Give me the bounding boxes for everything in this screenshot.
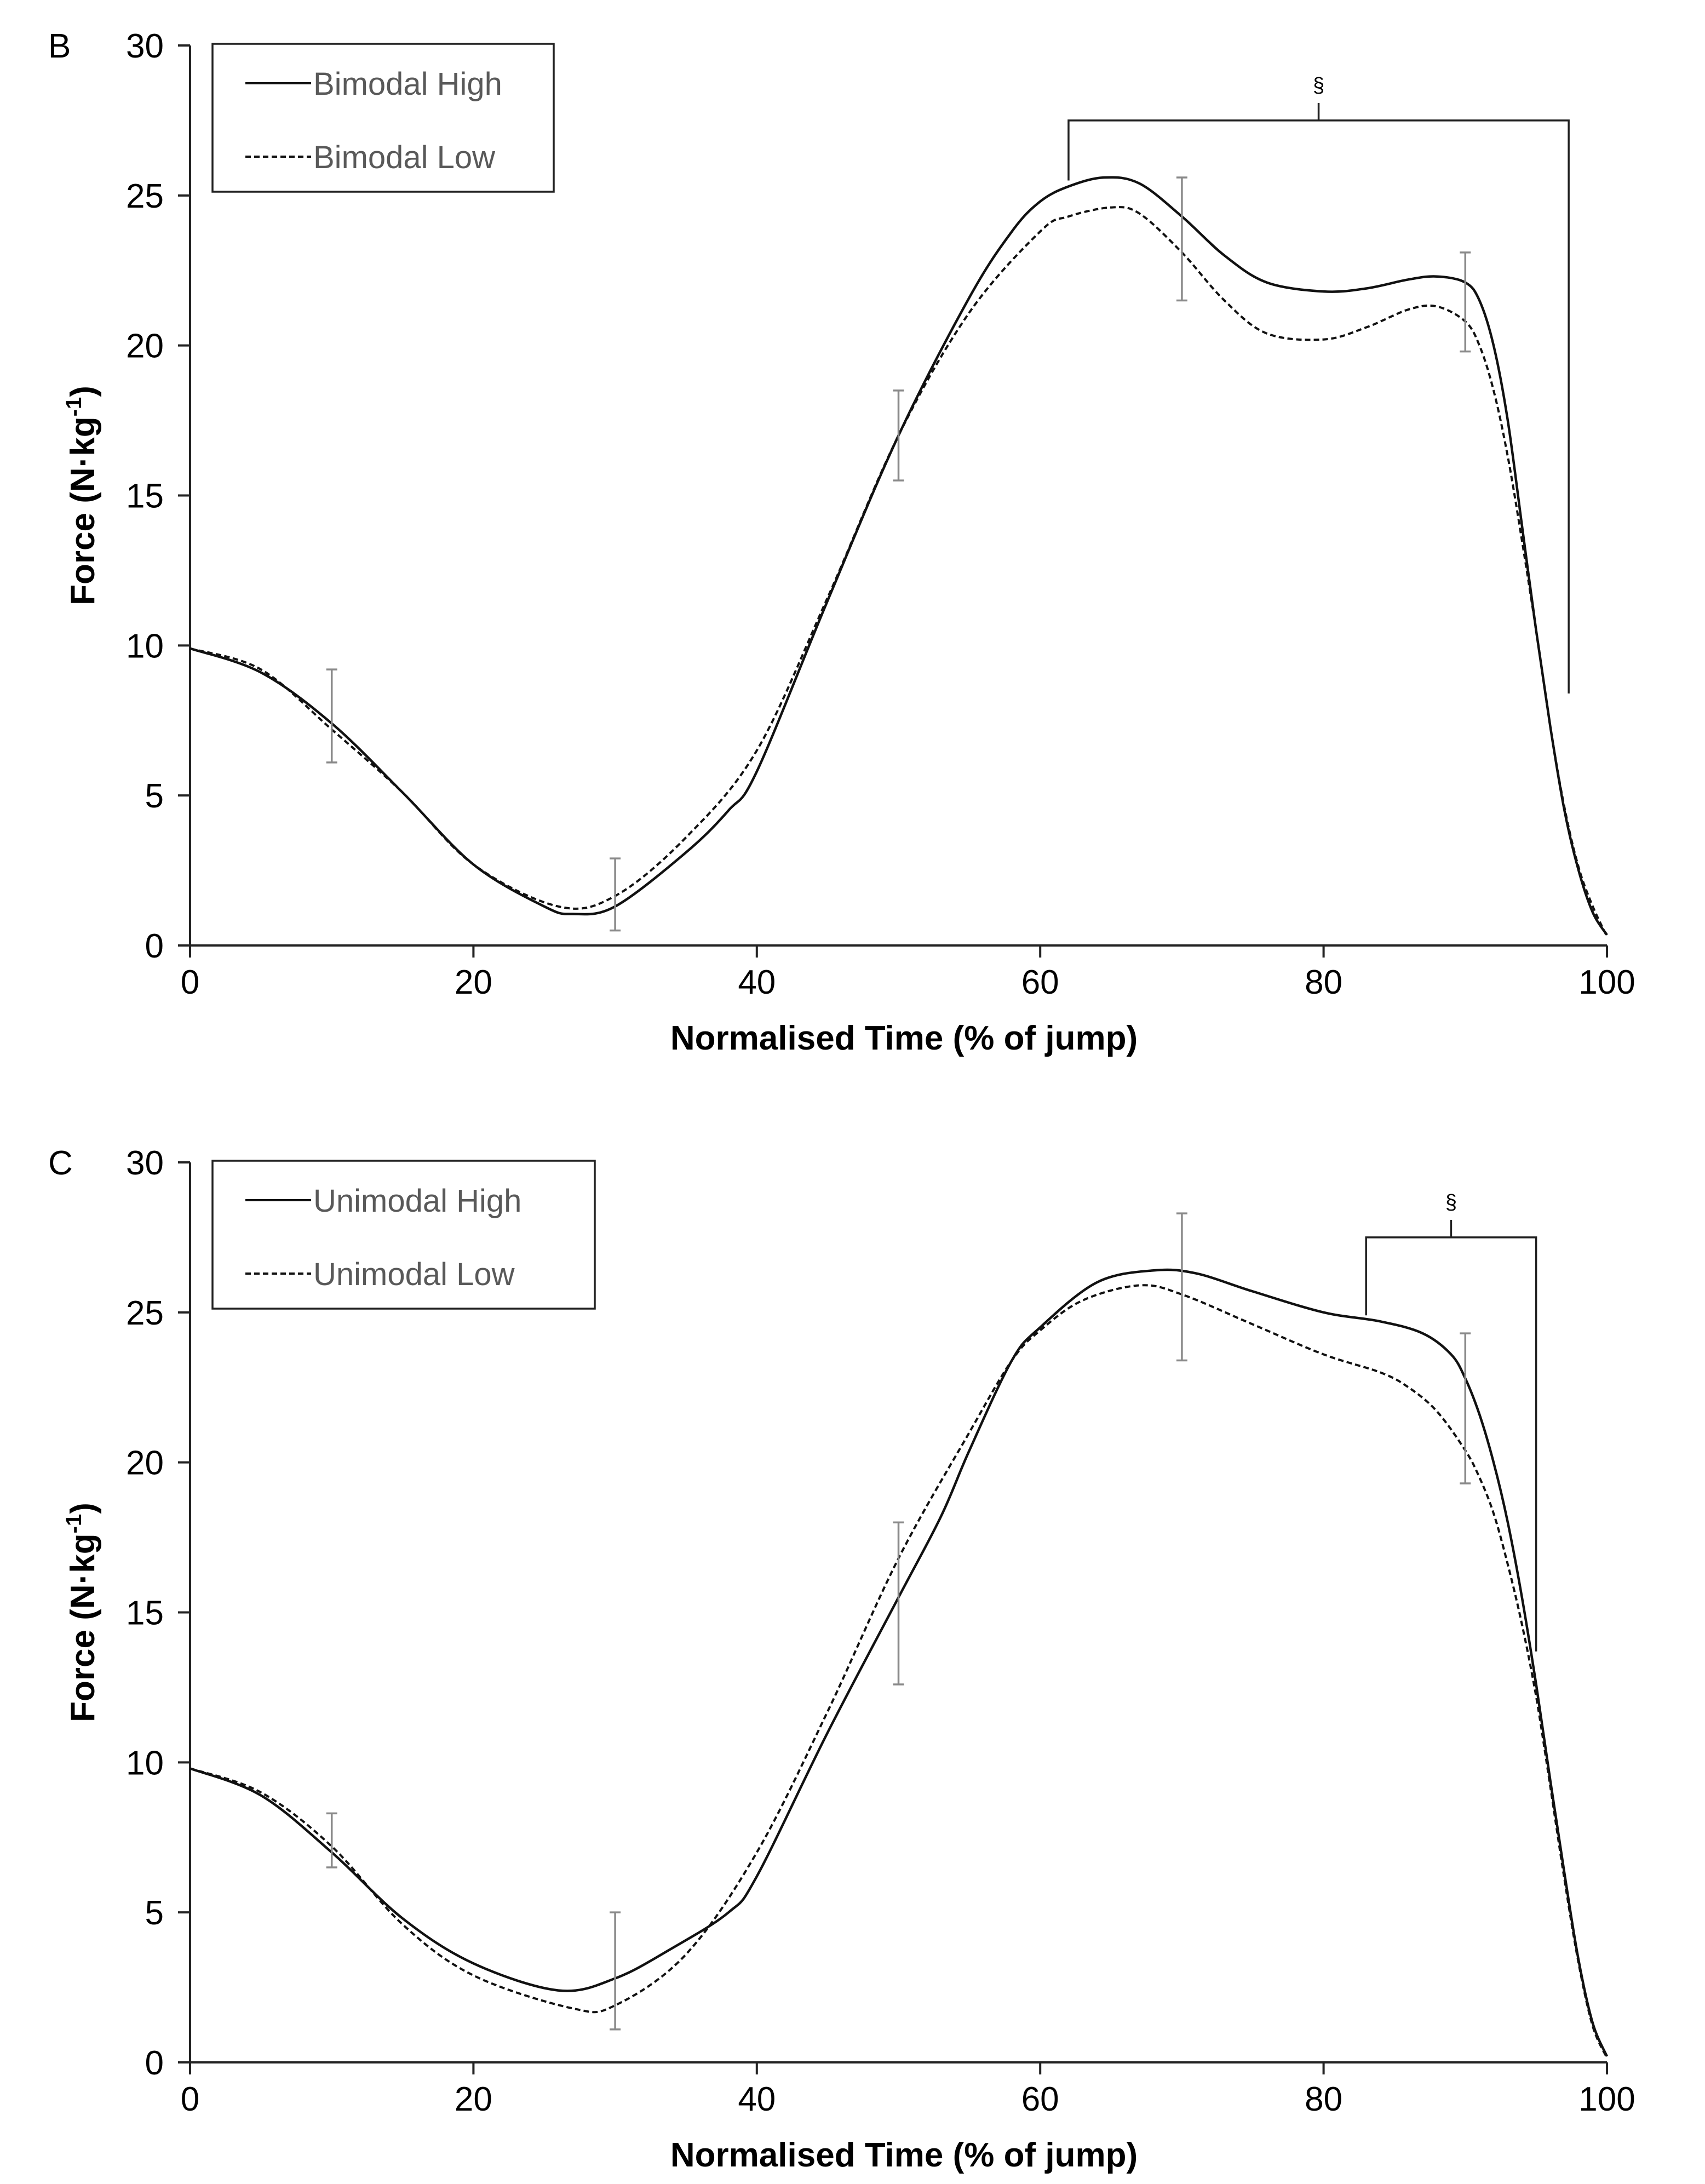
significance-bracket: §: [1067, 74, 1570, 693]
x-tick-label: 60: [1021, 964, 1059, 1001]
legend-label: Unimodal High: [313, 1183, 521, 1219]
bracket-label: §: [1445, 1191, 1457, 1214]
x-tick-label: 20: [455, 2080, 492, 2118]
x-tick-label: 20: [455, 964, 492, 1001]
error-bar: [1176, 1212, 1187, 1362]
x-tick-label: 100: [1578, 2080, 1635, 2118]
y-tick-label: 0: [145, 2044, 164, 2082]
y-tick-label: 20: [126, 1444, 164, 1482]
y-tick-label: 5: [145, 777, 164, 815]
y-axis-title-main: Force (N·kg: [64, 416, 102, 605]
legend-box: [211, 43, 555, 193]
legend-label: Bimodal Low: [313, 140, 496, 175]
series-line-bimodal-low: [190, 206, 1608, 937]
error-bar: [326, 668, 337, 764]
legend-box: [211, 1160, 596, 1310]
y-tick-label: 20: [126, 328, 164, 365]
y-axis-title-close: ): [64, 1503, 102, 1514]
legend: Bimodal High Bimodal Low: [211, 43, 555, 193]
y-tick-label: 5: [145, 1894, 164, 1932]
y-tick-label: 15: [126, 478, 164, 515]
error-bar: [893, 1521, 904, 1686]
panel-label: B: [48, 27, 71, 65]
y-tick-label: 30: [126, 1144, 164, 1182]
y-axis-title-close: ): [64, 386, 102, 397]
y-tick-label: 25: [126, 1294, 164, 1332]
legend-label: Bimodal High: [313, 66, 502, 102]
x-tick-label: 40: [738, 2080, 776, 2118]
y-tick-label: 10: [126, 1744, 164, 1782]
x-tick-label: 80: [1305, 2080, 1342, 2118]
x-tick-label: 80: [1305, 964, 1342, 1001]
error-bar: [610, 857, 621, 932]
series-line-unimodal-low: [190, 1284, 1608, 2059]
y-tick-label: 0: [145, 927, 164, 965]
error-bar: [1460, 251, 1471, 353]
series-line-unimodal-high: [190, 1268, 1609, 2057]
x-tick-label: 0: [181, 964, 199, 1001]
significance-bracket: §: [1365, 1191, 1537, 1652]
y-tick-label: 10: [126, 627, 164, 665]
bracket-line: [1365, 1236, 1537, 1652]
x-tick-label: 40: [738, 964, 776, 1001]
x-axis-title: Normalised Time (% of jump): [670, 2136, 1138, 2174]
y-tick-label: 15: [126, 1595, 164, 1632]
chart-panel-b: B 0 5 10 15 20 25 30 0 20 40 60 80 100 Normalised Time…: [48, 27, 1635, 1057]
y-axis-title-main: Force (N·kg: [64, 1533, 102, 1722]
panel-label: C: [48, 1144, 73, 1182]
error-bar: [1176, 176, 1187, 302]
y-axis-title-superscript: -1: [62, 397, 86, 417]
series-line-bimodal-high: [190, 176, 1608, 936]
y-axis-title: Force (N·kg-1): [62, 1503, 102, 1722]
bracket-line: [1067, 119, 1570, 693]
error-bar: [610, 1911, 621, 2031]
x-tick-label: 100: [1578, 964, 1635, 1001]
error-bar: [326, 1812, 337, 1868]
y-tick-label: 30: [126, 27, 164, 65]
error-bar: [893, 389, 904, 481]
bracket-label: §: [1313, 74, 1324, 97]
legend: Unimodal High Unimodal Low: [211, 1160, 596, 1310]
y-axis-title: Force (N·kg-1): [62, 386, 102, 605]
y-axis-title-superscript: -1: [62, 1514, 86, 1534]
x-tick-label: 60: [1021, 2080, 1059, 2118]
y-tick-label: 25: [126, 177, 164, 215]
x-tick-label: 0: [181, 2080, 199, 2118]
chart-panel-c: C 0 5 10 15 20 25 30 0 20 40 60 80 100 Normalised Time…: [48, 1144, 1635, 2174]
x-axis-title: Normalised Time (% of jump): [670, 1019, 1138, 1057]
error-bar: [1460, 1332, 1471, 1484]
legend-label: Unimodal Low: [313, 1257, 515, 1292]
